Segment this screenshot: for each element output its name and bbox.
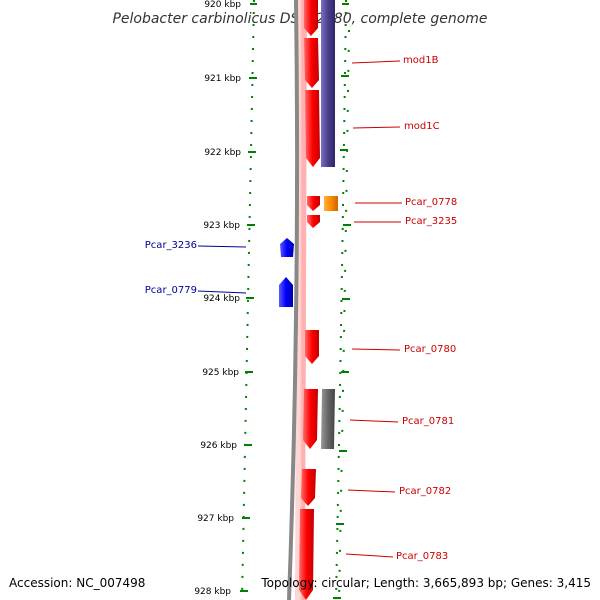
genome-backbone [287,0,300,600]
gene-arrow-Pcar_0783[interactable] [299,509,314,600]
leader-mod1C [352,126,401,129]
gene-label-mod1C[interactable]: mod1C [404,121,440,132]
outer-ring-dots-2 [338,29,350,600]
leader-mod1B [351,60,401,64]
gene-arrow-Pcar_0781[interactable] [303,389,318,449]
gene-label-Pcar_0779[interactable]: Pcar_0779 [145,285,197,296]
leader-Pcar_0781 [349,419,399,423]
feature-orange-Pcar_0778[interactable] [324,196,338,211]
ruler-label: 921 kbp [204,74,241,84]
genome-summary: Topology: circular; Length: 3,665,893 bp… [261,576,591,590]
feature-gray-Pcar_0781[interactable] [321,389,335,449]
leader-Pcar_0783 [345,553,394,558]
ruler-label: 925 kbp [202,368,239,378]
gene-label-mod1B[interactable]: mod1B [403,55,439,66]
ruler-label: 923 kbp [203,221,240,231]
ruler-label: 927 kbp [197,514,234,524]
outer-ruler-ring [335,0,347,600]
gene-arrow-mod1B[interactable] [304,38,319,88]
ruler-label: 928 kbp [194,587,231,597]
gene-arrow-Pcar_0778[interactable] [307,196,320,211]
ruler-label: 920 kbp [204,0,241,10]
accession-label: Accession: NC_007498 [9,576,146,590]
reverse-cds-track [279,238,294,307]
ruler-ticks [240,3,351,599]
gene-arrow-Pcar_3235[interactable] [307,215,320,228]
gene-label-Pcar_0783[interactable]: Pcar_0783 [396,551,448,562]
gene-arrow-Pcar_0782[interactable] [301,469,316,506]
leader-Pcar_0780 [351,348,401,351]
gene-label-Pcar_0782[interactable]: Pcar_0782 [399,486,451,497]
label-leaders [197,60,402,558]
gene-label-Pcar_0780[interactable]: Pcar_0780 [404,344,456,355]
operon-bar-mod1 [321,0,335,167]
ruler-labels: 920 kbp 921 kbp 922 kbp 923 kbp 924 kbp … [194,0,241,597]
gene-label-Pcar_3235[interactable]: Pcar_3235 [405,216,457,227]
ruler-label: 926 kbp [200,441,237,451]
forward-cds-track [299,0,320,600]
gene-arrow-Pcar_3236[interactable] [280,238,294,257]
leader-Pcar_3236 [197,245,247,248]
ruler-label: 922 kbp [204,148,241,158]
gene-arrow-Pcar_0779[interactable] [279,277,293,307]
leader-Pcar_0779 [197,290,247,294]
ruler-label: 924 kbp [203,294,240,304]
leader-Pcar_0782 [347,489,396,493]
gene-label-Pcar_0778[interactable]: Pcar_0778 [405,197,457,208]
gene-arrow-Pcar_0780[interactable] [305,330,319,364]
gene-arrow-mod1C[interactable] [305,90,320,167]
inner-ruler-ring [241,0,255,600]
gene-label-Pcar_3236[interactable]: Pcar_3236 [145,240,197,251]
gene-labels: mod1B mod1C Pcar_0778 Pcar_3235 Pcar_323… [145,55,457,562]
gene-label-Pcar_0781[interactable]: Pcar_0781 [402,416,454,427]
gene-arrow-above[interactable] [304,0,318,36]
